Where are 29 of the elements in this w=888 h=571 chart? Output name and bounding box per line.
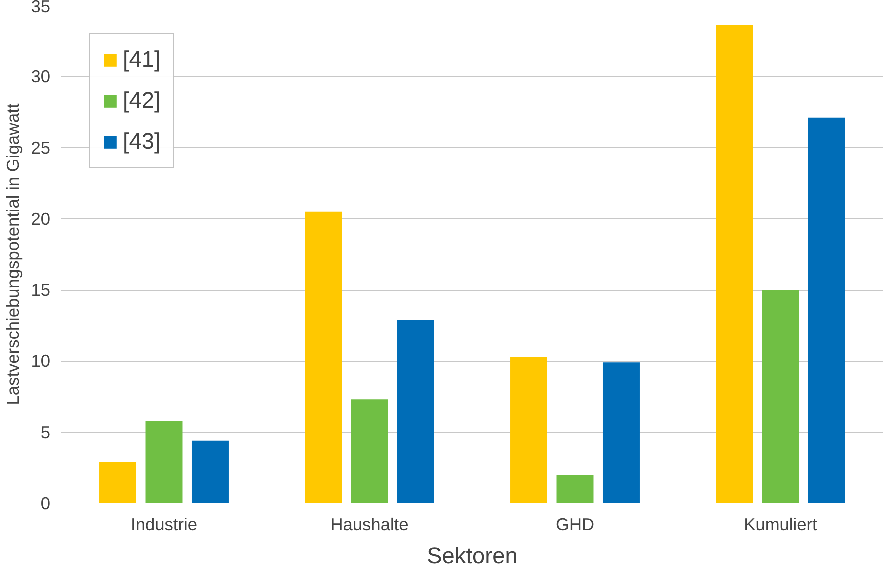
bar xyxy=(397,320,434,504)
y-tick-label: 25 xyxy=(31,138,51,158)
bar xyxy=(762,290,800,504)
bar xyxy=(808,118,846,504)
bar xyxy=(556,475,594,504)
x-axis-title: Sektoren xyxy=(427,542,518,568)
bar xyxy=(146,420,183,504)
legend-label: [41] xyxy=(123,46,161,73)
y-tick-label: 5 xyxy=(40,422,51,442)
bar xyxy=(351,400,388,504)
legend-label: [43] xyxy=(123,128,161,155)
bar xyxy=(100,462,137,504)
y-tick-label: 15 xyxy=(31,280,51,300)
y-tick-label: 30 xyxy=(31,66,51,87)
x-tick-label: GHD xyxy=(556,514,595,534)
legend-label: [42] xyxy=(123,87,161,114)
y-tick-label: 20 xyxy=(31,208,51,229)
bar xyxy=(716,25,754,504)
bar xyxy=(192,440,229,504)
x-tick-label: Haushalte xyxy=(330,514,409,534)
x-tick-label: Kumuliert xyxy=(744,514,818,534)
y-tick-label: 35 xyxy=(31,0,51,16)
x-tick-label: Industrie xyxy=(131,514,198,534)
y-axis-title: Lastverschiebungspotential in Gigawatt xyxy=(3,104,24,406)
bar xyxy=(305,212,342,504)
bar xyxy=(510,356,548,504)
bar xyxy=(602,362,640,504)
y-tick-label: 0 xyxy=(40,494,51,514)
y-tick-label: 10 xyxy=(31,351,51,372)
